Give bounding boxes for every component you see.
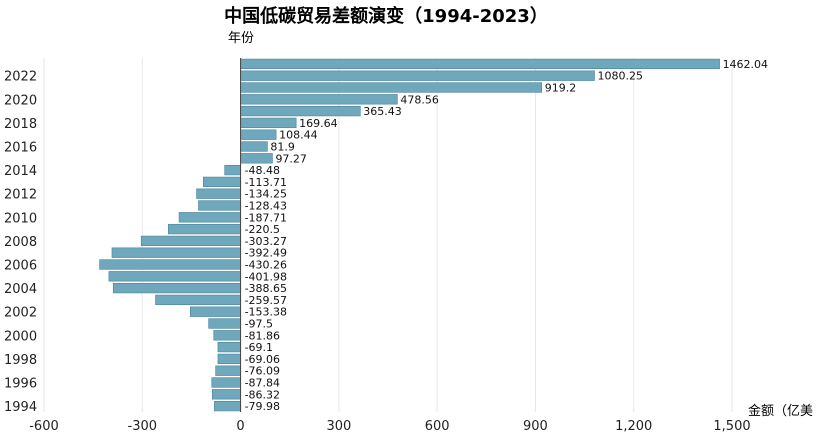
x-tick-label: 1,500	[713, 419, 750, 434]
bar	[190, 306, 241, 317]
x-tick-label: -600	[29, 419, 59, 434]
bar	[217, 341, 241, 353]
bar-value-label: -153.38	[245, 306, 287, 319]
bar	[224, 164, 241, 176]
bar	[208, 318, 241, 329]
bar-value-label: 1080.25	[597, 70, 643, 83]
y-tick-label: 1998	[4, 353, 37, 368]
bar	[168, 223, 241, 235]
bar-value-label: -76.09	[245, 365, 280, 378]
bar	[240, 129, 277, 140]
y-tick-label: 2002	[4, 306, 37, 321]
y-tick-label: 2012	[4, 188, 37, 203]
bar-value-label: 1462.04	[723, 58, 769, 71]
bar	[215, 365, 241, 376]
bar	[196, 188, 241, 199]
bar	[140, 235, 241, 247]
bar-value-label: -392.49	[245, 247, 287, 260]
bar-value-label: 108.44	[279, 129, 318, 142]
bar-value-label: -113.71	[245, 176, 287, 189]
x-tick-label: 1,200	[615, 419, 652, 434]
x-tick-label: 0	[236, 419, 244, 434]
y-tick-label: 2020	[4, 93, 37, 108]
bar	[112, 282, 241, 294]
bar	[198, 200, 241, 211]
bar-value-label: -69.1	[245, 341, 273, 354]
y-tick-label: 2006	[4, 259, 37, 274]
bar-value-label: -134.25	[245, 188, 287, 201]
bar	[211, 389, 241, 400]
x-tick-label: -300	[128, 419, 158, 434]
bar-value-label: -97.5	[245, 318, 273, 331]
y-tick-label: 2018	[4, 117, 37, 132]
y-tick-label: 1996	[4, 377, 37, 392]
bar	[240, 105, 361, 117]
chart-title: 中国低碳贸易差额演变（1994-2023）	[224, 5, 548, 27]
x-tick-label: 600	[425, 419, 450, 434]
bar	[111, 247, 241, 258]
bar-value-label: 97.27	[275, 152, 307, 165]
bar	[240, 94, 398, 105]
y-tick-label: 2004	[4, 282, 37, 297]
y-axis-title: 年份	[228, 31, 254, 46]
bar	[99, 259, 241, 270]
bar-value-label: -401.98	[245, 270, 287, 283]
bar	[240, 153, 273, 164]
y-tick-label: 2022	[4, 70, 37, 85]
bar	[240, 141, 268, 152]
y-tick-label: 2010	[4, 211, 37, 226]
bar-value-label: 919.2	[545, 82, 577, 95]
bar-value-label: -388.65	[245, 282, 287, 295]
bar-value-label: -48.48	[245, 164, 280, 177]
y-tick-label: 2008	[4, 235, 37, 250]
bar-value-label: -87.84	[245, 377, 280, 390]
bar-value-label: -86.32	[245, 388, 280, 401]
bar-value-label: -187.71	[245, 211, 287, 224]
y-tick-label: 2014	[4, 164, 37, 179]
bar-value-label: -128.43	[245, 200, 287, 213]
bar-value-label: 478.56	[400, 93, 439, 106]
bar	[203, 176, 241, 188]
x-axis-title: 金额（亿美	[748, 403, 813, 419]
bars	[99, 58, 720, 412]
bar-value-label: -69.06	[245, 353, 280, 366]
bar	[240, 70, 595, 81]
bar	[213, 330, 241, 341]
bar	[214, 400, 241, 412]
bar	[178, 212, 241, 223]
bar	[211, 377, 241, 388]
bar-value-label: -430.26	[245, 259, 287, 272]
bar-value-label: -81.86	[245, 329, 280, 342]
bar	[108, 271, 241, 282]
x-axis-ticks: -600 -300 0 300 600 900 1,200 1,500	[29, 419, 750, 434]
bar-value-label: -259.57	[245, 294, 287, 307]
bar-value-label: -79.98	[245, 400, 280, 413]
y-tick-label: 2000	[4, 329, 37, 344]
bar	[240, 82, 543, 93]
bar-value-label: -220.5	[245, 223, 280, 236]
y-tick-label: 1994	[4, 400, 37, 415]
bar-value-label: 169.64	[299, 117, 338, 130]
bar	[217, 353, 241, 365]
y-axis-ticks: 2022 2020 2018 2016 2014 2012 2010 2008 2006 2004…	[4, 70, 37, 415]
x-tick-label: 300	[326, 419, 351, 434]
bar	[240, 58, 720, 70]
bar-value-label: 365.43	[363, 105, 402, 118]
x-tick-label: 900	[523, 419, 548, 434]
bar-value-label: -303.27	[245, 235, 287, 248]
bar-value-label: 81.9	[270, 141, 295, 154]
y-tick-label: 2016	[4, 141, 37, 156]
bar	[240, 117, 297, 129]
bar	[155, 294, 241, 306]
